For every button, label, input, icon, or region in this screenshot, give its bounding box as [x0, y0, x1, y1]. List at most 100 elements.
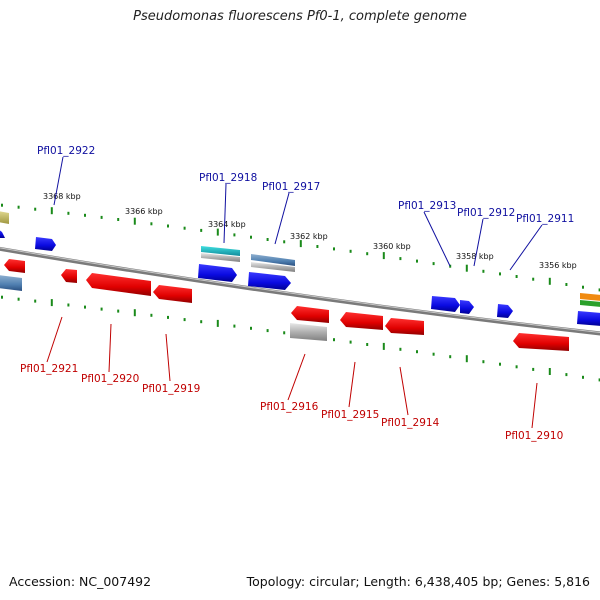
- gene-arrow-reverse[interactable]: [513, 333, 569, 351]
- minor-tick: [333, 338, 335, 342]
- gene-arrow-reverse[interactable]: [153, 285, 192, 303]
- minor-tick: [432, 352, 435, 356]
- minor-tick: [84, 213, 86, 217]
- minor-tick: [283, 331, 286, 335]
- minor-tick: [200, 228, 203, 232]
- gene-label-reverse[interactable]: Pfl01_2914: [381, 417, 440, 429]
- minor-tick: [34, 299, 37, 303]
- minor-tick: [1, 295, 3, 299]
- gene-label-reverse[interactable]: Pfl01_2921: [20, 363, 78, 375]
- gene-arrow-grey[interactable]: [201, 253, 240, 262]
- major-tick: [216, 319, 219, 327]
- minor-tick: [499, 362, 501, 366]
- leader-line: [531, 382, 538, 429]
- minor-tick: [598, 378, 600, 382]
- gene-arrow-forward[interactable]: [460, 300, 474, 314]
- forward-genes: [0, 211, 600, 326]
- scale-label: 3358 kbp: [456, 252, 494, 261]
- minor-tick: [482, 269, 485, 273]
- minor-tick: [515, 275, 518, 278]
- minor-tick: [532, 277, 535, 281]
- map-title: Pseudomonas fluorescens Pf0-1, complete …: [133, 9, 467, 24]
- gene-label-forward[interactable]: Pfl01_2917: [262, 181, 320, 193]
- minor-tick: [432, 262, 435, 266]
- gene-arrow-reverse[interactable]: [86, 273, 151, 296]
- minor-tick: [283, 240, 286, 244]
- minor-tick: [499, 272, 501, 276]
- gene-label-reverse[interactable]: Pfl01_2920: [81, 373, 139, 385]
- gene-arrow-orange[interactable]: [580, 293, 600, 301]
- gene-label-forward[interactable]: Pfl01_2911: [516, 213, 574, 225]
- gene-label-reverse[interactable]: Pfl01_2916: [260, 401, 319, 413]
- gene-arrow-steel[interactable]: [251, 254, 295, 266]
- minor-tick: [349, 249, 352, 253]
- leader-line: [53, 156, 64, 206]
- gene-arrow-reverse[interactable]: [291, 306, 329, 323]
- gene-arrow-reverse[interactable]: [4, 259, 25, 273]
- minor-tick: [266, 329, 269, 333]
- gene-arrow-forward[interactable]: [431, 296, 460, 312]
- major-tick: [299, 240, 302, 248]
- gene-label-reverse[interactable]: Pfl01_2919: [142, 383, 200, 395]
- minor-tick: [349, 340, 352, 344]
- minor-tick: [416, 350, 418, 354]
- gene-label-reverse[interactable]: Pfl01_2915: [321, 409, 379, 421]
- minor-tick: [482, 360, 485, 364]
- gene-arrow-forward[interactable]: [0, 229, 5, 238]
- leader-line: [399, 366, 409, 416]
- gene-arrow-olive[interactable]: [0, 211, 9, 224]
- gene-arrow-reverse[interactable]: [61, 269, 77, 283]
- gene-arrow-grey-reverse[interactable]: [290, 323, 327, 341]
- scale-label: 3366 kbp: [125, 207, 163, 216]
- minor-tick: [183, 318, 186, 322]
- gene-label-forward[interactable]: Pfl01_2922: [37, 145, 95, 157]
- major-tick: [465, 264, 468, 272]
- minor-tick: [266, 238, 269, 241]
- reverse-genes: [4, 259, 569, 351]
- gene-label-forward[interactable]: Pfl01_2913: [398, 200, 456, 212]
- major-tick: [216, 228, 219, 236]
- major-tick: [133, 309, 136, 317]
- minor-tick: [167, 224, 169, 228]
- leader-line: [165, 333, 171, 382]
- genome-summary-text: Topology: circular; Length: 6,438,405 bp…: [246, 574, 590, 589]
- gene-arrow-forward[interactable]: [198, 264, 237, 282]
- minor-tick: [100, 215, 103, 219]
- gene-label-reverse[interactable]: Pfl01_2910: [505, 430, 563, 442]
- gene-arrow-green[interactable]: [580, 300, 600, 307]
- minor-tick: [117, 309, 120, 313]
- minor-tick: [150, 313, 153, 317]
- minor-tick: [565, 283, 568, 286]
- minor-tick: [17, 297, 20, 301]
- major-tick: [50, 207, 53, 215]
- major-tick: [382, 342, 385, 350]
- gene-arrow-reverse[interactable]: [385, 318, 424, 335]
- minor-tick: [250, 235, 252, 239]
- minor-tick: [233, 233, 236, 237]
- gene-label-forward[interactable]: Pfl01_2912: [457, 207, 515, 219]
- minor-tick: [449, 355, 452, 359]
- minor-tick: [167, 315, 169, 319]
- scale-label: 3360 kbp: [373, 242, 411, 251]
- gene-arrow-teal[interactable]: [201, 246, 240, 256]
- minor-tick: [17, 205, 20, 209]
- minor-tick: [84, 305, 86, 309]
- major-tick: [548, 277, 551, 285]
- minor-tick: [117, 218, 120, 221]
- gene-arrow-forward[interactable]: [497, 304, 513, 318]
- gene-arrow-reverse[interactable]: [340, 312, 383, 330]
- gene-arrow-forward[interactable]: [248, 272, 291, 290]
- gene-arrow-steel[interactable]: [0, 275, 22, 291]
- minor-tick: [416, 259, 418, 263]
- scale-ticks-top: [1, 203, 600, 292]
- major-tick: [133, 217, 136, 225]
- gene-arrow-forward[interactable]: [577, 311, 600, 326]
- gene-arrow-grey[interactable]: [251, 262, 295, 272]
- leader-line: [223, 183, 227, 244]
- gene-label-forward[interactable]: Pfl01_2918: [199, 172, 257, 184]
- gene-arrow-forward[interactable]: [35, 237, 56, 251]
- major-tick: [50, 299, 53, 307]
- minor-tick: [67, 303, 70, 307]
- leader-line: [509, 224, 543, 271]
